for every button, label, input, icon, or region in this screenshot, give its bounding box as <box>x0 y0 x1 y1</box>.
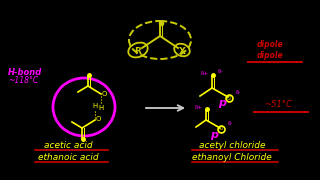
Text: δ-: δ- <box>228 121 233 126</box>
Text: δ+: δ+ <box>195 105 203 110</box>
Text: δ-: δ- <box>236 90 241 95</box>
Text: acetic acid: acetic acid <box>44 141 92 150</box>
Text: ethanoic acid: ethanoic acid <box>38 154 98 163</box>
Text: p: p <box>218 98 226 108</box>
Text: H: H <box>92 103 98 109</box>
Text: Cl: Cl <box>227 96 231 100</box>
Text: p: p <box>210 130 218 140</box>
Text: dipole
dipole: dipole dipole <box>257 40 283 60</box>
Text: δ-: δ- <box>217 69 223 74</box>
Text: ethanoyl Chloride: ethanoyl Chloride <box>192 154 272 163</box>
Text: δ+: δ+ <box>201 71 209 76</box>
Text: X: X <box>179 46 186 55</box>
Text: O: O <box>102 91 108 97</box>
Text: ~51°C: ~51°C <box>264 100 292 109</box>
Text: O: O <box>96 116 101 122</box>
Text: H-bond: H-bond <box>8 68 42 76</box>
Text: ~118°C: ~118°C <box>8 75 38 84</box>
Text: R: R <box>135 46 141 55</box>
Text: Cl: Cl <box>219 127 223 132</box>
Text: H: H <box>98 105 104 111</box>
Text: acetyl chloride: acetyl chloride <box>199 141 265 150</box>
